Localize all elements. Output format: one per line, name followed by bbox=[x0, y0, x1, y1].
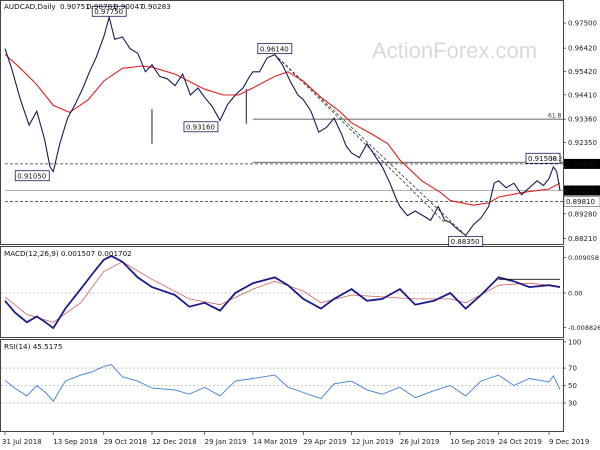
price-level-label: 0.91500 bbox=[528, 155, 557, 163]
ohlc-open: 0.90751 bbox=[60, 2, 90, 11]
x-tick-label: 9 Dec 2019 bbox=[549, 438, 589, 446]
right-price-tag-box bbox=[563, 196, 600, 207]
y-tick-label: 0.96420 bbox=[568, 45, 597, 53]
right-price-tag: 0.91430 bbox=[566, 160, 595, 168]
macd-layer bbox=[1, 254, 563, 330]
x-tick-label: 29 Oct 2018 bbox=[104, 438, 147, 446]
y-tick-label: 0.89280 bbox=[568, 210, 597, 218]
watermark: ActionForex.com bbox=[372, 38, 537, 63]
x-tick-label: 31 Jul 2018 bbox=[2, 438, 42, 446]
x-tick-label: 12 Dec 2018 bbox=[152, 438, 197, 446]
macd-signal-line bbox=[4, 261, 561, 323]
x-tick-label: 29 Jan 2019 bbox=[205, 438, 247, 446]
price-level-label-box bbox=[257, 43, 293, 55]
ohlc-close: 0.90283 bbox=[141, 2, 171, 11]
price-level-label-box bbox=[525, 152, 561, 164]
x-tick-label: 12 Jun 2019 bbox=[352, 438, 394, 446]
macd-title: MACD(12,26,9) 0.001507 0.001702 bbox=[4, 249, 132, 258]
rsi-y-tick-label: 100 bbox=[568, 339, 581, 347]
main-panel bbox=[0, 0, 564, 245]
rsi-line bbox=[4, 364, 561, 402]
rsi-title: RSI(14) 45.5175 bbox=[4, 342, 62, 351]
y-tick-label: 0.94410 bbox=[568, 91, 597, 99]
rsi-y-tick-label: 30 bbox=[568, 399, 577, 407]
main-header: AUDCAD,Daily 0.90751 0.90781 0.90047 0.9… bbox=[4, 2, 171, 11]
macd-y-tick-label: -0.008826 bbox=[568, 324, 600, 332]
price-level-label-box bbox=[91, 5, 127, 17]
moving-average-line bbox=[4, 53, 561, 206]
fibonacci-level-label: 61.8 bbox=[548, 113, 562, 120]
price-level-label: 0.91050 bbox=[17, 173, 46, 181]
x-tick-label: 14 Mar 2019 bbox=[253, 438, 297, 446]
price-level-label-box bbox=[183, 121, 219, 133]
price-level-label-box bbox=[14, 170, 50, 182]
rsi-layer bbox=[1, 364, 563, 404]
x-tick-label: 29 Apr 2019 bbox=[303, 438, 346, 446]
price-line bbox=[4, 15, 561, 237]
price-level-label: 0.97750 bbox=[94, 8, 123, 16]
right-price-tag-box bbox=[564, 185, 600, 196]
y-tick-label: 0.92350 bbox=[568, 139, 597, 147]
right-price-tag: 0.90283 bbox=[566, 187, 595, 195]
macd-panel bbox=[0, 246, 564, 338]
x-tick-label: 24 Oct 2019 bbox=[499, 438, 542, 446]
price-level-label: 0.93160 bbox=[186, 124, 215, 132]
y-tick-label: 0.95420 bbox=[568, 68, 597, 76]
x-tick-label: 13 Sep 2018 bbox=[53, 438, 97, 446]
main-price-layer: 0.97750 0.96140 0.93160 0.91050 0.88350 0.915… bbox=[4, 5, 563, 247]
axes-layer: 0.91430 0.90283 0.89810 0.97500 0.96420 0.954… bbox=[2, 20, 600, 446]
price-level-label: 0.96140 bbox=[260, 45, 289, 53]
macd-y-tick-label: 0.009058 bbox=[568, 254, 599, 262]
price-level-label-box bbox=[448, 235, 484, 247]
x-tick-label: 10 Sep 2019 bbox=[450, 438, 494, 446]
right-price-tag-box bbox=[564, 158, 600, 169]
rsi-y-tick-label: 70 bbox=[568, 365, 577, 373]
right-price-tag: 0.89810 bbox=[566, 198, 595, 206]
ohlc-high: 0.90781 bbox=[87, 2, 117, 11]
y-tick-label: 0.97500 bbox=[568, 20, 597, 28]
macd-y-tick-label: 0.00 bbox=[568, 290, 582, 298]
rsi-y-tick-label: 50 bbox=[568, 382, 577, 390]
trendline bbox=[274, 54, 466, 236]
y-tick-label: 0.93360 bbox=[568, 116, 597, 124]
symbol-label: AUDCAD,Daily bbox=[4, 2, 56, 11]
x-tick-label: 26 Jul 2019 bbox=[400, 438, 440, 446]
price-level-label: 0.88350 bbox=[451, 238, 480, 246]
y-tick-label: 0.88210 bbox=[568, 235, 597, 243]
ohlc-low: 0.90047 bbox=[114, 2, 144, 11]
fibonacci-level-label: 38.2 bbox=[549, 156, 563, 163]
macd-line bbox=[4, 254, 561, 330]
